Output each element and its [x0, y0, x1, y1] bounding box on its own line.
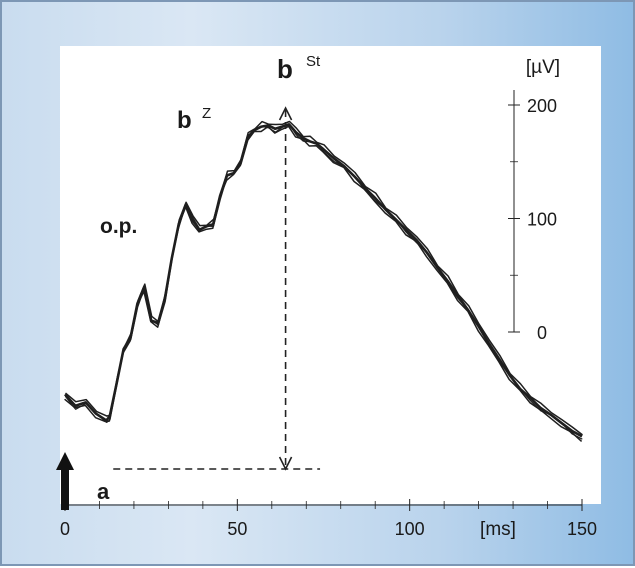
x-tick-label: 150 — [567, 519, 597, 539]
b-st-arrowhead-down — [278, 456, 293, 471]
plot-area — [60, 46, 601, 504]
x-tick-label: 100 — [395, 519, 425, 539]
x-tick-label: 50 — [227, 519, 247, 539]
x-axis-label: [ms] — [480, 519, 516, 540]
y-ticks: 0 100 200 — [508, 96, 557, 343]
y-axis-label: [µV] — [526, 57, 560, 78]
b-st-label: b — [277, 54, 293, 84]
stimulus-arrow — [56, 452, 74, 510]
op-label: o.p. — [100, 215, 137, 238]
b-st-arrowhead-up — [278, 106, 293, 121]
y-tick-label: 0 — [537, 323, 547, 343]
y-tick-label: 200 — [527, 96, 557, 116]
b-z-label: b — [177, 107, 192, 134]
b-st-label-superscript: St — [306, 53, 321, 70]
b-z-label-superscript: Z — [202, 105, 211, 122]
a-wave-label: a — [97, 479, 110, 504]
x-tick-label: 0 — [60, 519, 70, 539]
annotations: b Stb Zo.p.a — [97, 53, 321, 504]
x-ticks: 0 50 100 150 — [60, 499, 597, 539]
y-tick-label: 100 — [527, 210, 557, 230]
